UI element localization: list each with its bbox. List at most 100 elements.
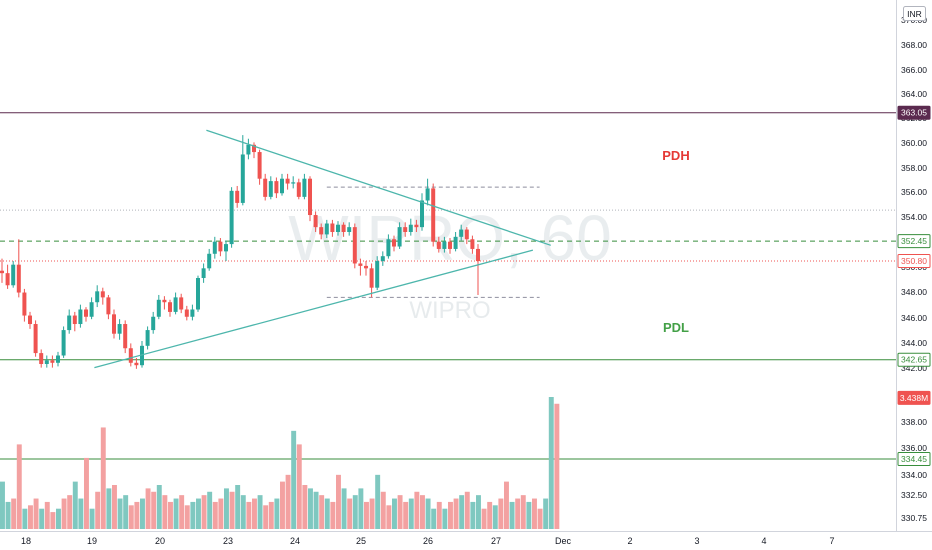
- volume-bar: [509, 501, 515, 529]
- volume-bar: [459, 495, 465, 529]
- candle: [246, 138, 251, 160]
- candle: [134, 357, 139, 369]
- candle: [252, 142, 256, 159]
- candle: [151, 311, 156, 334]
- candle: [78, 304, 83, 328]
- reference-lines: [0, 112, 896, 460]
- volume-bar: [44, 501, 50, 529]
- candle: [436, 236, 441, 253]
- volume-bar: [375, 474, 381, 529]
- time-axis[interactable]: 18 19 20 23 24 25 26 27 Dec 2 3 4 7: [21, 536, 835, 546]
- volume-bar: [190, 501, 196, 529]
- volume-bar: [548, 397, 554, 529]
- volume-bar: [78, 498, 84, 529]
- volume-bar: [498, 498, 504, 529]
- volume-bar: [532, 498, 537, 529]
- volume-bar: [0, 481, 5, 529]
- candle: [347, 222, 352, 236]
- candle: [408, 218, 413, 236]
- currency-badge[interactable]: [903, 6, 926, 21]
- volume-bar: [218, 498, 224, 529]
- volume-bar: [134, 501, 140, 529]
- volume-bar: [246, 501, 252, 529]
- candle: [470, 235, 475, 254]
- volume-bar: [89, 508, 95, 529]
- candle: [207, 248, 212, 271]
- chart-watermark: WIPRO, 60: [288, 202, 612, 274]
- candle: [156, 294, 161, 320]
- time-tick-label: 20: [155, 536, 165, 546]
- candle: [112, 309, 116, 339]
- volume-bar: [212, 501, 218, 529]
- candle: [308, 176, 312, 222]
- candle: [145, 326, 150, 350]
- candle: [72, 311, 77, 332]
- candle: [22, 288, 27, 322]
- volume-bar: [414, 491, 420, 529]
- candle: [414, 219, 419, 232]
- svg-text:350.80: 350.80: [901, 256, 927, 266]
- time-tick-label: Dec: [555, 536, 572, 546]
- candle: [257, 149, 262, 185]
- candle: [61, 326, 66, 358]
- volume-bar: [173, 498, 179, 529]
- candle: [476, 244, 480, 295]
- candle: [39, 349, 44, 368]
- volume-bar: [476, 495, 481, 529]
- volume-bar: [420, 495, 425, 529]
- candle: [364, 261, 368, 276]
- candle: [67, 309, 72, 334]
- candle: [184, 305, 189, 321]
- candle: [268, 176, 273, 200]
- volume-bar: [257, 495, 263, 529]
- trendline-lower[interactable]: [94, 249, 534, 369]
- volume-bar: [492, 505, 498, 529]
- volume-bar: [464, 491, 470, 529]
- candle: [224, 240, 228, 262]
- volume-bar: [296, 444, 302, 529]
- volume-bar: [196, 498, 201, 529]
- candle: [179, 293, 184, 314]
- candle: [369, 263, 374, 298]
- volume-bar: [5, 501, 11, 529]
- candle: [420, 193, 424, 231]
- volume-bar: [112, 485, 117, 529]
- candle: [50, 355, 55, 368]
- candle: [274, 177, 279, 199]
- volume-bar: [487, 501, 493, 529]
- volume-bar: [554, 403, 560, 529]
- volume-bar: [33, 498, 39, 529]
- candle: [380, 251, 385, 266]
- trendlines[interactable]: [94, 129, 552, 369]
- candle: [403, 222, 408, 237]
- candle: [263, 173, 268, 201]
- candle: [168, 299, 172, 317]
- volume-bar: [336, 474, 341, 529]
- candle: [397, 222, 402, 249]
- price-tick-label: 348.00: [901, 287, 927, 297]
- candle: [291, 176, 296, 189]
- volume-bar: [481, 508, 487, 529]
- price-tag: 363.05: [897, 105, 931, 120]
- trendline-upper[interactable]: [206, 129, 552, 246]
- candle: [324, 219, 329, 239]
- candle: [56, 351, 60, 367]
- candle: [296, 178, 301, 200]
- volume-bar: [543, 498, 549, 529]
- candle: [0, 258, 4, 283]
- volume-bar: [72, 481, 78, 529]
- price-tick-label: 330.75: [901, 513, 927, 523]
- price-tick-label: 344.00: [901, 338, 927, 348]
- time-tick-label: 2: [627, 536, 632, 546]
- price-tick-label: 346.00: [901, 313, 927, 323]
- time-tick-label: 19: [87, 536, 97, 546]
- time-tick-label: 3: [694, 536, 699, 546]
- price-axis[interactable]: 370.00368.00366.00364.00362.00360.00358.…: [901, 15, 927, 523]
- volume-bar: [95, 491, 101, 529]
- volume-bar: [397, 495, 403, 529]
- candle: [392, 235, 396, 252]
- volume-bar: [201, 495, 207, 529]
- price-tick-label: 364.00: [901, 89, 927, 99]
- chart-watermark-sub: WIPRO: [409, 297, 490, 324]
